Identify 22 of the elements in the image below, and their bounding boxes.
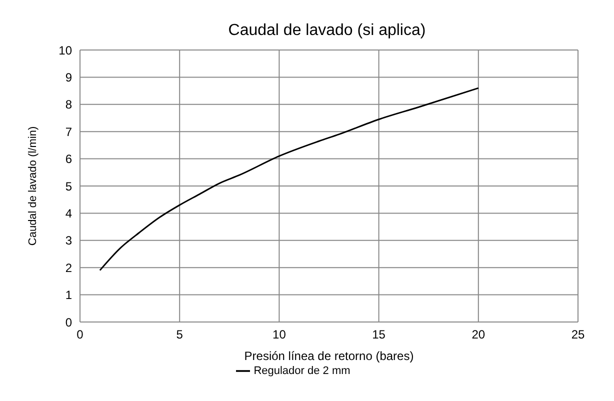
y-axis-title: Caudal de lavado (l/min) <box>26 126 39 246</box>
y-tick-label: 0 <box>65 315 72 330</box>
y-tick-label: 4 <box>65 206 72 220</box>
y-tick-label: 7 <box>65 124 72 139</box>
y-tick-label: 8 <box>65 98 72 112</box>
x-tick-label: 20 <box>472 328 486 342</box>
legend-label: Regulador de 2 mm <box>254 364 350 377</box>
x-tick-label: 5 <box>176 328 184 342</box>
x-tick-label: 10 <box>272 328 286 342</box>
y-tick-label: 6 <box>65 152 72 166</box>
x-tick-label: 25 <box>571 328 585 342</box>
x-axis-title: Presión línea de retorno (bares) <box>244 349 414 363</box>
y-tick-label: 2 <box>65 260 72 275</box>
x-tick-label: 15 <box>372 328 386 342</box>
y-tick-label: 3 <box>65 234 72 248</box>
y-tick-label: 10 <box>58 43 72 58</box>
line-series <box>99 87 480 272</box>
y-tick-label: 9 <box>65 70 72 84</box>
y-tick-label: 1 <box>65 288 72 302</box>
chart-title: Caudal de lavado (si aplica) <box>227 21 427 40</box>
x-tick-label: 0 <box>76 328 84 342</box>
y-tick-label: 5 <box>65 179 72 194</box>
